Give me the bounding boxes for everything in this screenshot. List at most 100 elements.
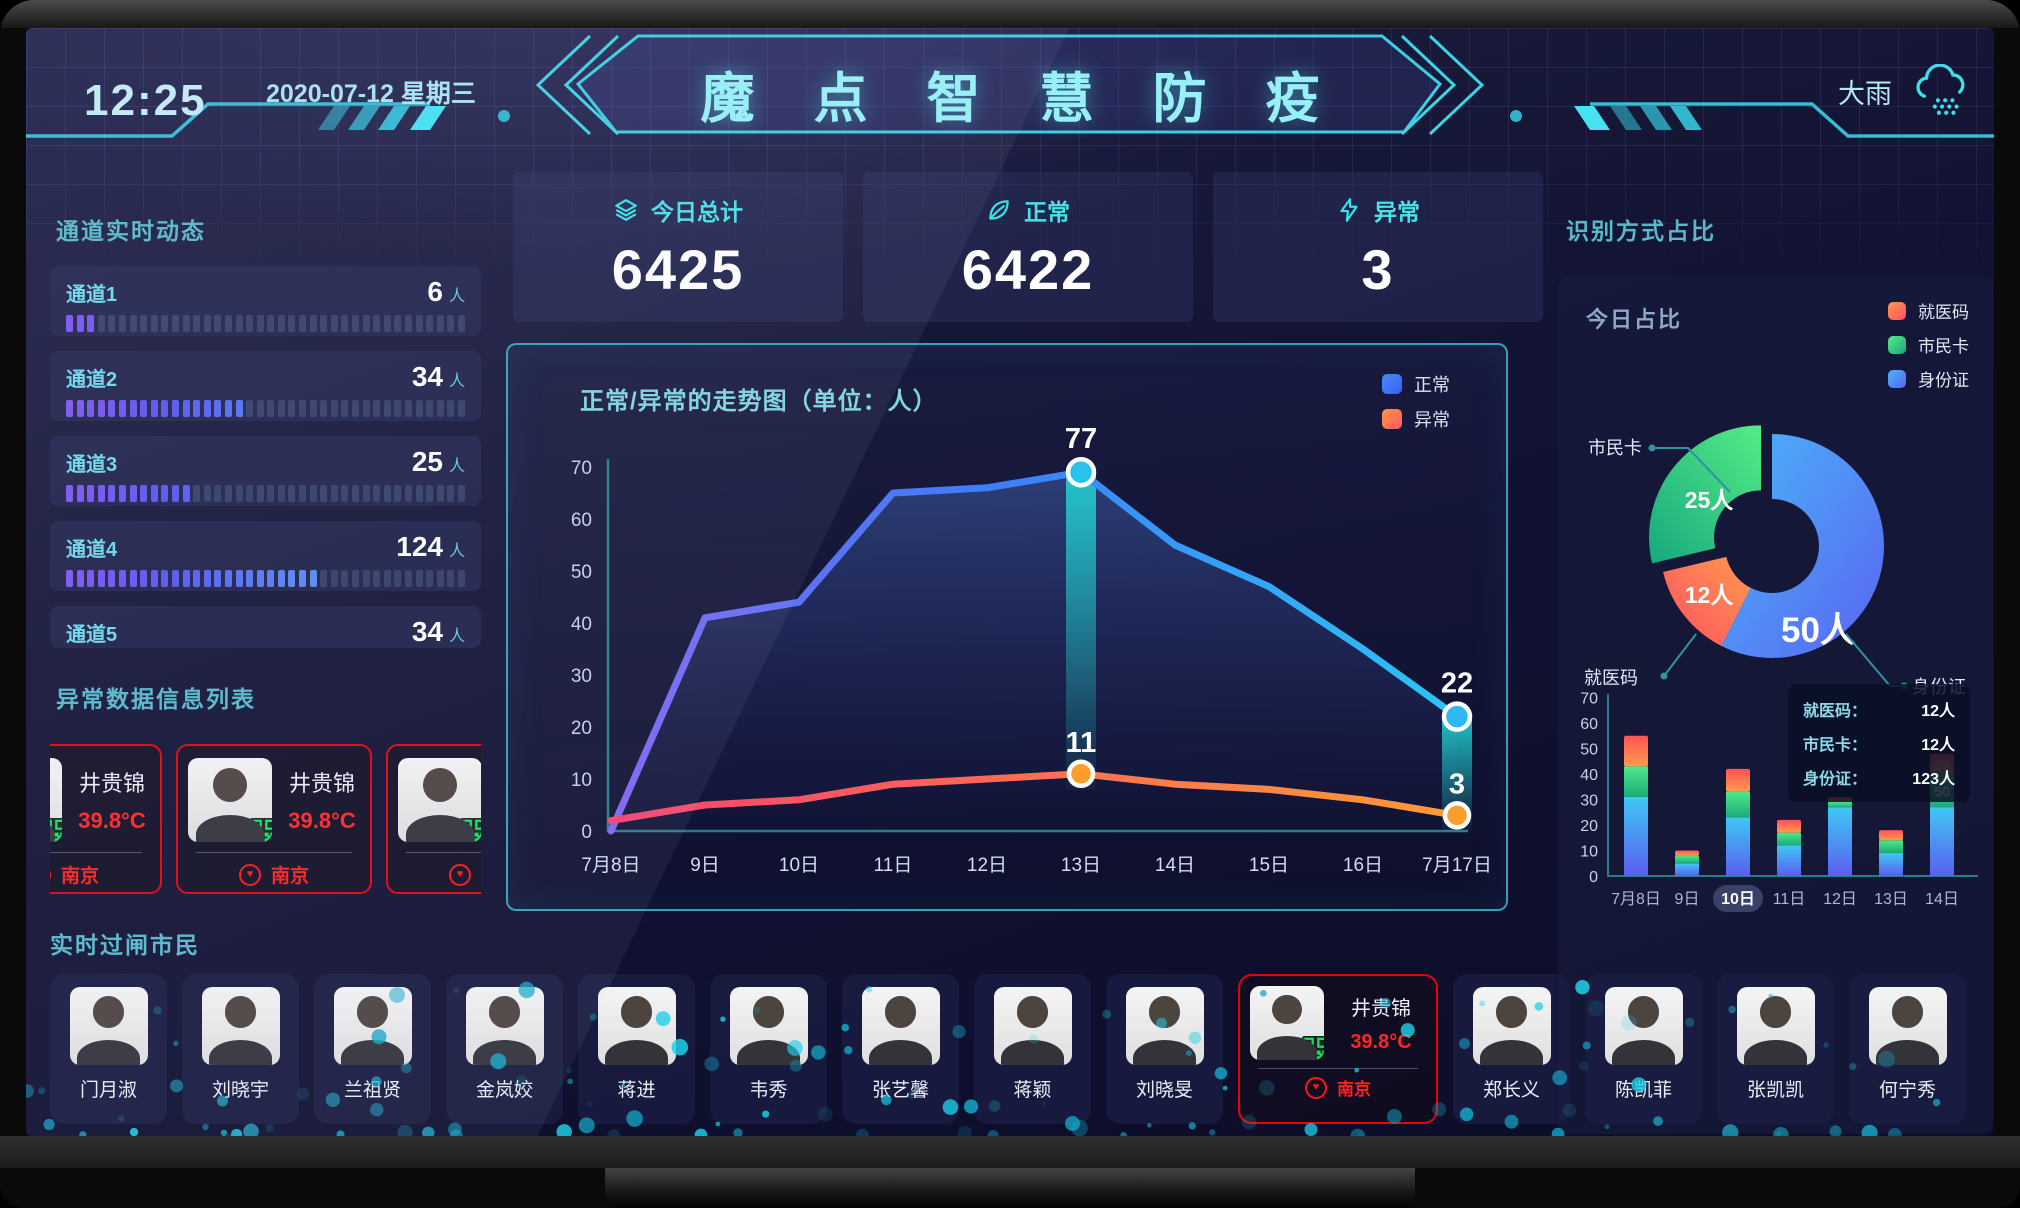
channel-name: 通道4 bbox=[66, 539, 118, 561]
citizen-card[interactable]: 蒋进 bbox=[578, 974, 695, 1124]
person-photo bbox=[201, 987, 280, 1065]
citizen-card[interactable]: 郑长义 bbox=[1453, 974, 1570, 1124]
legend-item-medcode[interactable]: 就医码 bbox=[1888, 298, 1969, 323]
center-panel: 今日总计 6425 正常 6422 bbox=[506, 172, 1543, 911]
svg-text:15日: 15日 bbox=[1249, 855, 1289, 876]
legend-item-normal[interactable]: 正常 bbox=[1382, 371, 1450, 397]
legend-label: 正常 bbox=[1414, 375, 1450, 395]
person-photo bbox=[1250, 986, 1324, 1060]
svg-text:22: 22 bbox=[1441, 668, 1473, 700]
legend-item-idcard[interactable]: 身份证 bbox=[1888, 366, 1969, 391]
svg-text:14日: 14日 bbox=[1155, 855, 1195, 876]
svg-text:30: 30 bbox=[571, 666, 592, 687]
channel-card-3: 通道3 25 人 bbox=[50, 436, 481, 506]
trend-line-chart[interactable]: 0 10 20 30 40 50 60 70 77 11 22 3 7月8日 9日 10日 11日 12日 13日… bbox=[526, 423, 1491, 898]
legend-item-abnormal[interactable]: 异常 bbox=[1382, 406, 1450, 432]
svg-text:7月17日: 7月17日 bbox=[1422, 855, 1491, 876]
bolt-icon bbox=[1340, 197, 1358, 222]
channel-count: 34 bbox=[411, 616, 443, 647]
citizen-card[interactable]: 刘晓宇 bbox=[182, 974, 299, 1124]
qr-code-icon bbox=[460, 818, 481, 842]
citizens-section-title: 实时过闸市民 bbox=[50, 932, 200, 958]
page-title: 魔 点 智 慧 防 疫 bbox=[700, 69, 1342, 129]
svg-text:50: 50 bbox=[571, 562, 592, 583]
citizen-card[interactable]: 蒋颖 bbox=[974, 974, 1091, 1124]
recognition-donut-chart[interactable]: 25人12人50人市民卡就医码身份证 bbox=[1560, 396, 1991, 696]
channel-progress-bar bbox=[66, 315, 465, 332]
person-name: 井贵锦 bbox=[1351, 998, 1411, 1020]
svg-text:7月8日: 7月8日 bbox=[1611, 891, 1661, 908]
person-photo bbox=[1736, 987, 1815, 1065]
person-photo bbox=[465, 987, 544, 1065]
svg-text:9日: 9日 bbox=[690, 855, 720, 876]
qr-code-icon bbox=[250, 818, 272, 842]
svg-text:就医码: 就医码 bbox=[1584, 668, 1638, 688]
temperature-value: 39.8°C bbox=[78, 808, 146, 833]
svg-text:13日: 13日 bbox=[1061, 855, 1101, 876]
legend-swatch-abnormal bbox=[1382, 409, 1402, 429]
abnormal-carousel: 井贵锦 39.8°C ♥ 南京 bbox=[50, 744, 481, 896]
channel-name: 通道2 bbox=[66, 369, 118, 391]
svg-text:0: 0 bbox=[581, 822, 592, 843]
citizen-card[interactable]: 金岚姣 bbox=[446, 974, 563, 1124]
svg-text:40: 40 bbox=[1580, 767, 1598, 784]
legend-label: 异常 bbox=[1414, 410, 1450, 430]
svg-text:12日: 12日 bbox=[1823, 891, 1857, 908]
citizen-card[interactable]: 张凯凯 bbox=[1717, 974, 1834, 1124]
citizen-card-abnormal[interactable]: 井贵锦 39.8°C ♥ 南京 bbox=[1238, 974, 1438, 1124]
layers-icon bbox=[615, 198, 637, 221]
citizen-card[interactable]: 陈凯菲 bbox=[1585, 974, 1702, 1124]
channel-name: 通道5 bbox=[66, 624, 118, 646]
svg-text:3: 3 bbox=[1449, 768, 1465, 800]
svg-text:50人: 50人 bbox=[1781, 611, 1855, 650]
abnormal-card[interactable]: 井贵锦 39.8°C ♥ 南京 bbox=[50, 744, 162, 894]
person-photo bbox=[398, 758, 481, 842]
channel-name: 通道1 bbox=[66, 284, 118, 306]
citizen-card[interactable]: 何宁秀 bbox=[1849, 974, 1966, 1124]
legend-item-citycard[interactable]: 市民卡 bbox=[1888, 332, 1969, 357]
stat-value: 6425 bbox=[611, 237, 745, 301]
person-photo bbox=[1868, 987, 1947, 1065]
person-photo bbox=[1604, 987, 1683, 1065]
svg-text:16日: 16日 bbox=[1343, 855, 1383, 876]
weather-widget: 大雨 bbox=[1838, 64, 1970, 118]
recognition-bar-chart[interactable]: 0102030405060707月8日9日10日11日12日13日14日5025 bbox=[1560, 664, 1991, 924]
svg-text:40: 40 bbox=[571, 614, 592, 635]
city-label: 南京 bbox=[1337, 1080, 1371, 1099]
tooltip-value: 12人 bbox=[1921, 737, 1955, 754]
citizen-card[interactable]: 门月淑 bbox=[50, 974, 167, 1124]
svg-text:11: 11 bbox=[1066, 727, 1097, 759]
city-label: 南京 bbox=[60, 866, 99, 887]
svg-text:10: 10 bbox=[1580, 844, 1598, 861]
divider bbox=[406, 852, 481, 853]
legend-swatch-normal bbox=[1382, 374, 1402, 394]
person-name: 张凯凯 bbox=[1746, 1080, 1804, 1101]
health-heart-icon: ♥ bbox=[50, 863, 51, 886]
tv-stand bbox=[605, 1168, 1415, 1208]
health-heart-icon: ♥ bbox=[448, 863, 471, 886]
citizen-card[interactable]: 刘晓旻 bbox=[1106, 974, 1223, 1124]
citizen-card[interactable]: 韦秀 bbox=[710, 974, 827, 1124]
unit-label: 人 bbox=[448, 628, 465, 645]
abnormal-card[interactable]: 井贵锦 39.8°C ♥ 南京 bbox=[386, 744, 481, 894]
header-decoration bbox=[26, 34, 1994, 138]
legend-swatch bbox=[1888, 369, 1906, 388]
citizens-section: 实时过闸市民 门月淑 刘晓宇 兰祖贤 金岚姣 蒋进 韦秀 张艺馨 蒋颖 刘晓旻 bbox=[50, 926, 1970, 1124]
svg-text:11日: 11日 bbox=[874, 855, 913, 876]
unit-label: 人 bbox=[448, 543, 465, 560]
divider bbox=[1258, 1068, 1418, 1069]
tooltip-label: 身份证： bbox=[1803, 771, 1868, 788]
unit-label: 人 bbox=[448, 288, 465, 305]
person-name: 韦秀 bbox=[749, 1080, 788, 1101]
person-photo bbox=[993, 987, 1072, 1065]
temperature-value: 39.8°C bbox=[288, 808, 356, 833]
channel-progress-bar bbox=[66, 570, 465, 587]
svg-text:50: 50 bbox=[1580, 742, 1598, 759]
citizen-card[interactable]: 兰祖贤 bbox=[314, 974, 431, 1124]
qr-code-icon bbox=[1302, 1036, 1324, 1060]
abnormal-card[interactable]: 井贵锦 39.8°C ♥ 南京 bbox=[176, 744, 372, 894]
svg-text:25人: 25人 bbox=[1685, 487, 1735, 513]
citizen-card[interactable]: 张艺馨 bbox=[842, 974, 959, 1124]
